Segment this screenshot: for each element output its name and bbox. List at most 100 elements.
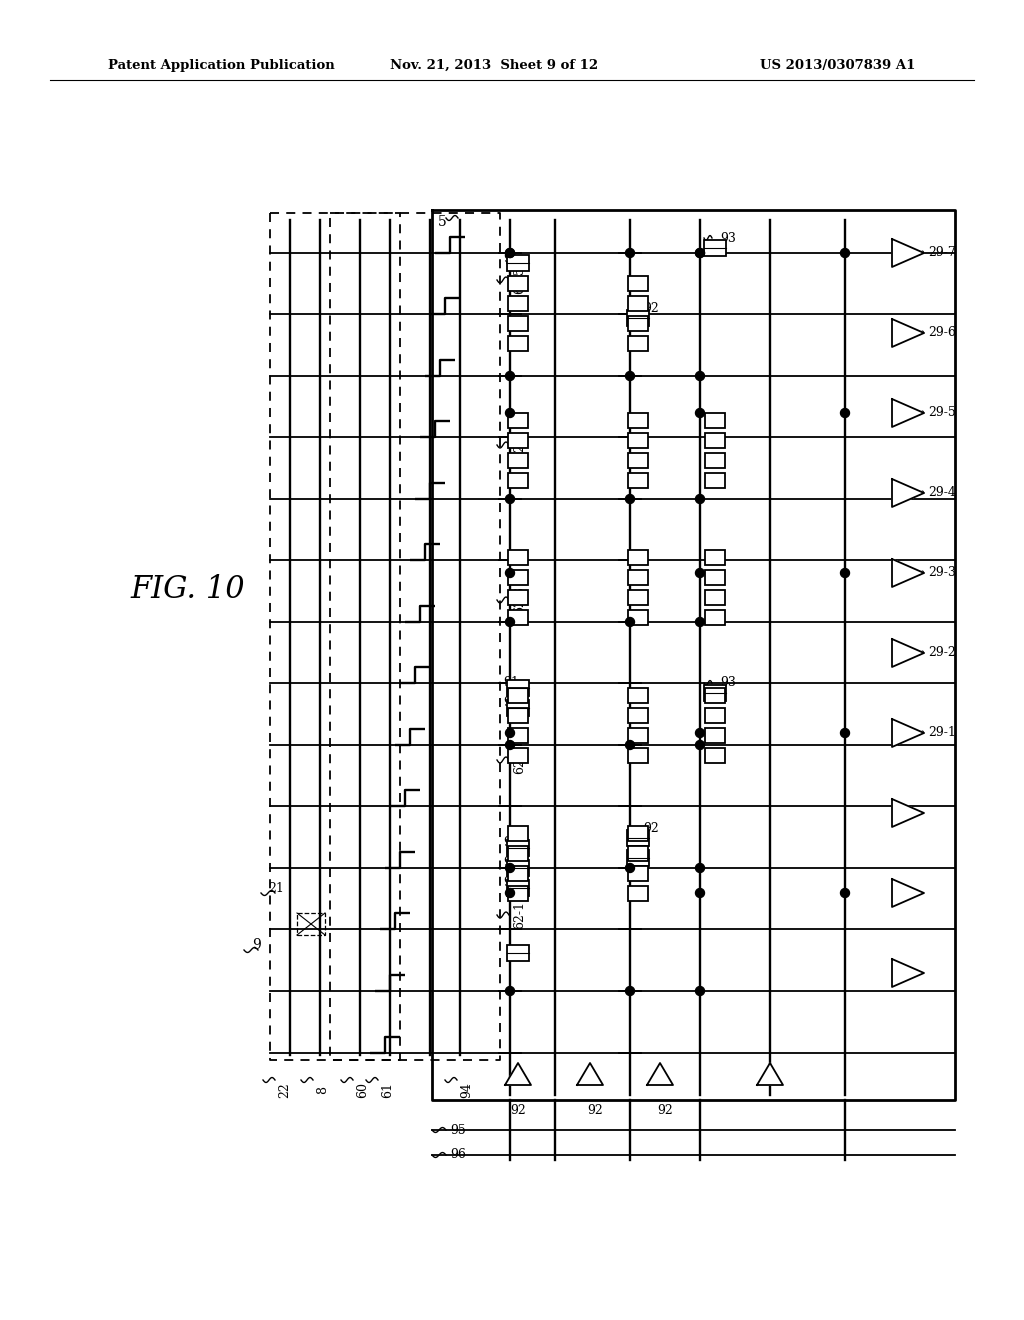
Text: 92: 92	[657, 1104, 673, 1117]
Circle shape	[506, 729, 514, 738]
Bar	[507, 700, 529, 715]
Bar	[508, 549, 528, 565]
Text: 61: 61	[381, 1082, 394, 1098]
Text: 91: 91	[503, 676, 519, 689]
Polygon shape	[757, 1063, 783, 1085]
Polygon shape	[892, 399, 924, 426]
Circle shape	[506, 371, 514, 380]
Circle shape	[695, 495, 705, 503]
Bar	[508, 825, 528, 841]
Bar	[627, 310, 649, 326]
Text: 96: 96	[450, 1148, 466, 1162]
Text: 62-2: 62-2	[513, 746, 526, 774]
Polygon shape	[505, 1063, 531, 1085]
Text: 22: 22	[278, 1082, 291, 1098]
Bar	[705, 590, 725, 605]
Bar	[508, 590, 528, 605]
Text: 95: 95	[450, 1123, 466, 1137]
Text: 8: 8	[316, 1086, 329, 1094]
Bar	[627, 830, 649, 846]
Text: Patent Application Publication: Patent Application Publication	[108, 58, 335, 71]
Bar	[508, 315, 528, 330]
Bar	[508, 412, 528, 428]
Polygon shape	[892, 719, 924, 747]
Bar	[705, 433, 725, 447]
Bar	[628, 886, 648, 900]
Circle shape	[695, 569, 705, 578]
Circle shape	[506, 495, 514, 503]
Text: FIG. 10: FIG. 10	[130, 574, 245, 606]
Circle shape	[506, 248, 514, 257]
Bar	[705, 747, 725, 763]
Bar	[508, 335, 528, 351]
Polygon shape	[892, 239, 924, 267]
Bar	[628, 866, 648, 880]
Bar	[508, 276, 528, 290]
Text: 29-1: 29-1	[928, 726, 955, 739]
Bar	[628, 825, 648, 841]
Bar	[507, 840, 529, 855]
Circle shape	[695, 986, 705, 995]
Bar	[628, 846, 648, 861]
Circle shape	[695, 248, 705, 257]
Circle shape	[506, 863, 514, 873]
Bar	[705, 685, 726, 701]
Bar	[508, 846, 528, 861]
Text: Nov. 21, 2013  Sheet 9 of 12: Nov. 21, 2013 Sheet 9 of 12	[390, 58, 598, 71]
Bar	[508, 727, 528, 742]
Bar	[508, 747, 528, 763]
Bar	[508, 886, 528, 900]
Polygon shape	[577, 1063, 603, 1085]
Bar	[508, 688, 528, 702]
Text: 92: 92	[643, 821, 658, 834]
Bar	[628, 727, 648, 742]
Bar	[628, 296, 648, 310]
Circle shape	[841, 408, 850, 417]
Text: 62-4: 62-4	[513, 432, 526, 459]
Text: 62-3: 62-3	[513, 586, 526, 614]
Circle shape	[626, 248, 635, 257]
Bar	[508, 473, 528, 487]
Bar	[507, 255, 529, 271]
Bar	[508, 708, 528, 722]
Bar	[628, 590, 648, 605]
Bar	[628, 569, 648, 585]
Text: 93: 93	[720, 231, 736, 244]
Text: 29-4: 29-4	[928, 487, 955, 499]
Polygon shape	[892, 479, 924, 507]
Bar	[507, 945, 529, 961]
Circle shape	[695, 408, 705, 417]
Bar	[628, 335, 648, 351]
Text: 91: 91	[503, 697, 519, 710]
Bar	[628, 549, 648, 565]
Bar	[705, 453, 725, 467]
Text: 29-2: 29-2	[928, 647, 955, 660]
Bar	[507, 880, 529, 896]
Text: 5: 5	[438, 215, 446, 228]
Circle shape	[841, 248, 850, 257]
Polygon shape	[892, 879, 924, 907]
Circle shape	[695, 888, 705, 898]
Text: 62-1: 62-1	[513, 902, 526, 929]
Text: 29-7: 29-7	[928, 247, 955, 260]
Circle shape	[695, 618, 705, 627]
Bar	[628, 276, 648, 290]
Circle shape	[626, 863, 635, 873]
Bar	[705, 549, 725, 565]
Bar	[628, 433, 648, 447]
Text: 60: 60	[356, 1082, 369, 1098]
Circle shape	[841, 569, 850, 578]
Polygon shape	[647, 1063, 673, 1085]
Bar	[628, 412, 648, 428]
Text: 91: 91	[503, 876, 519, 890]
Circle shape	[626, 986, 635, 995]
Bar	[508, 866, 528, 880]
Text: 29-6: 29-6	[928, 326, 955, 339]
Text: 62-5: 62-5	[513, 267, 526, 294]
Polygon shape	[892, 558, 924, 587]
Bar	[628, 610, 648, 624]
Circle shape	[841, 729, 850, 738]
Circle shape	[626, 618, 635, 627]
Bar	[508, 296, 528, 310]
Circle shape	[626, 741, 635, 750]
